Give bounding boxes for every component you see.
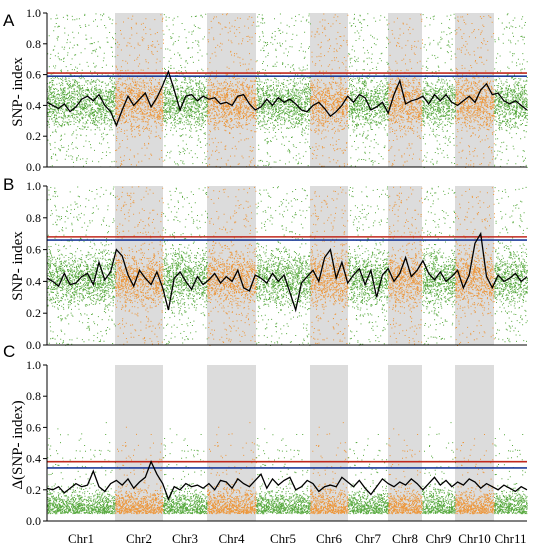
points-chr11	[494, 428, 528, 515]
y-tick-label: 0.8	[26, 211, 41, 225]
points-chr7	[348, 186, 389, 346]
y-tick-label: 1.0	[26, 6, 41, 20]
points-chr10	[455, 434, 495, 515]
chr-label-chr1: Chr1	[68, 531, 94, 546]
y-tick-label: 0.8	[26, 389, 41, 403]
points-chr11	[494, 186, 528, 343]
chr-label-chr5: Chr5	[270, 531, 296, 546]
sliding-window-mean-line	[46, 69, 528, 128]
y-tick-label: 0.0	[26, 338, 41, 352]
chr-label-chr2: Chr2	[126, 531, 152, 546]
points-chr4	[207, 422, 257, 515]
y-tick-label: 1.0	[26, 179, 41, 193]
points-chr2	[115, 426, 164, 515]
points-chr4	[207, 13, 257, 169]
panel-letter-c: C	[3, 342, 15, 361]
chr-label-chr3: Chr3	[172, 531, 198, 546]
chr-label-chr8: Chr8	[392, 531, 418, 546]
panel-c: C Δ(SNP- index) 0.0 0.2 0.4 0.6 0.8 1.0 Chr1 Ch…	[3, 342, 528, 546]
points-chr4	[207, 186, 257, 346]
y-tick-label: 0.2	[26, 306, 41, 320]
y-tick-label: 0.2	[26, 483, 41, 497]
points-chr2	[115, 14, 164, 169]
chr-label-chr4: Chr4	[219, 531, 246, 546]
y-tick-label: 1.0	[26, 358, 41, 372]
points-chr9	[422, 422, 456, 515]
points-chr9	[422, 13, 456, 168]
panel-b: B SNP- index 0.0 0.2 0.4 0.6 0.8 1.0	[3, 175, 528, 352]
chr-label-chr11: Chr11	[494, 531, 526, 546]
panel-letter-b: B	[3, 175, 14, 194]
points-chr8	[388, 14, 423, 167]
points-chr3	[163, 13, 208, 166]
points-chr3	[163, 187, 208, 346]
sliding-window-mean-line	[46, 460, 528, 501]
points-chr5	[256, 428, 311, 515]
points-chr10	[455, 13, 495, 169]
band-chr10	[455, 186, 494, 345]
y-tick-label: 0.6	[26, 420, 41, 434]
snp-points-a	[47, 13, 528, 169]
points-chr6	[310, 422, 349, 515]
y-tick-label: 0.6	[26, 68, 41, 82]
points-chr6	[310, 187, 349, 344]
chr-label-chr6: Chr6	[316, 531, 343, 546]
chr-label-chr10: Chr10	[458, 531, 491, 546]
y-tick-label: 0.4	[26, 98, 41, 112]
points-chr5	[256, 13, 311, 168]
panel-c-ylabel: Δ(SNP- index)	[10, 400, 26, 489]
points-chr1	[47, 186, 116, 346]
points-chr3	[163, 428, 208, 515]
points-chr10	[455, 187, 495, 346]
chr-label-chr7: Chr7	[355, 531, 382, 546]
band-chr8	[388, 13, 422, 167]
points-chr5	[256, 186, 311, 346]
points-chr8	[388, 428, 423, 515]
band-chr2	[115, 13, 163, 167]
snp-points-c	[47, 422, 528, 515]
y-tick-label: 0.4	[26, 452, 41, 466]
y-tick-label: 0.0	[26, 514, 41, 528]
points-chr7	[348, 13, 389, 168]
points-chr9	[422, 186, 456, 346]
y-tick-label: 0.0	[26, 160, 41, 174]
points-chr11	[494, 13, 528, 168]
chr-label-chr9: Chr9	[426, 531, 452, 546]
y-tick-label: 0.6	[26, 243, 41, 257]
panel-letter-a: A	[3, 11, 15, 30]
sliding-window-mean-line	[46, 231, 528, 313]
points-chr1	[47, 422, 116, 515]
y-tick-label: 0.8	[26, 37, 41, 51]
panel-a: A SNP- index 0.0 0.2 0.4 0.6 0.8 1.0	[3, 6, 528, 174]
panel-a-ylabel: SNP- index	[10, 57, 26, 127]
panel-b-ylabel: SNP- index	[10, 231, 26, 301]
points-chr1	[47, 13, 116, 168]
snp-points-b	[47, 186, 528, 346]
points-chr7	[348, 434, 389, 515]
y-tick-label: 0.2	[26, 129, 41, 143]
y-tick-label: 0.4	[26, 274, 41, 288]
